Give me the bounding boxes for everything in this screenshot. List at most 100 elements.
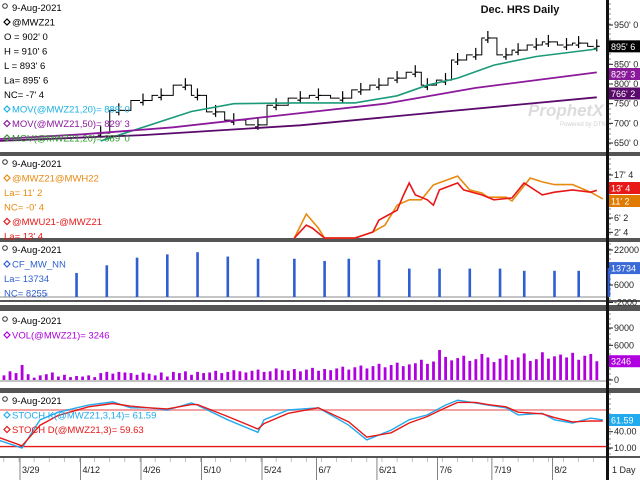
volume-bar (571, 352, 575, 380)
price-bar (545, 34, 564, 47)
spread-axis-label: 17' 4 (614, 170, 633, 180)
volume-bar (26, 374, 30, 380)
volume-bar (498, 358, 502, 380)
spread-orange-box: 11' 2 (611, 197, 630, 207)
x-date-label: 4/26 (143, 465, 161, 475)
price-legend-item: MOV(@MWZ21,20)= 889' 0 (12, 105, 130, 116)
cf-bar (196, 252, 199, 297)
series-diamond-icon (3, 331, 11, 339)
price-axis-label: 850' 0 (614, 59, 638, 69)
volume-bar (214, 370, 218, 380)
volume-bar (492, 362, 496, 380)
volume-bar (196, 371, 199, 380)
cf-bar (166, 254, 169, 297)
spread-legend-item: 9-Aug-2021 (12, 159, 62, 170)
x-date-label: 5/10 (204, 465, 222, 475)
cf-bar (577, 270, 580, 297)
axis-border (606, 0, 609, 480)
volume-bar (123, 372, 127, 380)
volume-bar (135, 374, 139, 380)
ma20-line (100, 48, 597, 142)
series-diamond-icon (3, 260, 11, 268)
last-price-box-bg (609, 40, 640, 53)
stoch-k-line (0, 399, 603, 449)
volume-bar (105, 371, 109, 380)
volume-bar (299, 371, 302, 380)
volume-bar (232, 370, 236, 380)
price-step (321, 94, 340, 99)
panel-divider (0, 388, 640, 393)
price-bar (140, 93, 159, 106)
volume-bar (292, 369, 296, 380)
x-date-label: 3/29 (22, 465, 40, 475)
price-bar (394, 71, 413, 84)
price-axis-label: 950' 0 (614, 20, 638, 30)
volume-bar (226, 371, 230, 380)
volume-legend-item: 9-Aug-2021 (12, 316, 62, 327)
volume-bar (589, 354, 593, 380)
cf-bar (45, 292, 48, 297)
volume-bar (50, 372, 54, 380)
spread-orange-box-bg (609, 195, 640, 207)
price-legend-item: La= 895' 6 (4, 76, 48, 87)
volume-bar (595, 361, 599, 380)
cf-bar (323, 260, 326, 297)
volume-bar (528, 360, 532, 380)
volume-bar (432, 361, 435, 380)
volume-bar (341, 366, 345, 380)
volume-bar (329, 370, 333, 380)
volume-bar (486, 357, 490, 380)
panel-divider (0, 300, 640, 302)
interval-selector[interactable]: 1 Day (612, 465, 636, 475)
price-bar (503, 47, 516, 60)
price-step (400, 71, 413, 79)
cf-bar (347, 258, 351, 297)
price-bar (182, 78, 195, 96)
volume-bar (141, 372, 145, 380)
cf-value-box: 13734 (611, 264, 636, 274)
spread-red-box-bg (609, 182, 640, 194)
volume-bar (305, 369, 308, 380)
volume-bar (583, 355, 587, 380)
price-step (363, 84, 376, 91)
volume-bar (456, 358, 460, 380)
series-diamond-icon (3, 119, 11, 128)
cf-bar (377, 259, 381, 297)
panel-divider (0, 305, 640, 311)
volume-bar (159, 372, 163, 380)
volume-bar (510, 359, 514, 380)
panel-divider (0, 152, 640, 156)
volume-bar (268, 371, 272, 380)
cf-bar (408, 268, 411, 297)
volume-bar (468, 360, 472, 380)
cf-axis-label: 22000 (614, 245, 639, 255)
cf-bar (607, 268, 611, 297)
volume-bar (280, 370, 284, 380)
volume-bar (87, 375, 91, 380)
price-legend-item: MOV(@MWZ21,20)= 889' 0 (12, 134, 130, 145)
price-step (581, 42, 594, 47)
series-diamond-icon (3, 217, 11, 226)
series-diamond-icon (3, 425, 11, 434)
spread-axis-label: 6' 2 (614, 213, 628, 223)
cf-bar (135, 257, 139, 297)
x-date-label: 7/6 (439, 465, 452, 475)
price-axis-label: 750' 0 (614, 99, 638, 109)
price-bar (484, 30, 503, 56)
x-date-label: 4/12 (83, 465, 101, 475)
price-step (218, 111, 231, 121)
spread-legend-item: NC= -0' 4 (4, 203, 44, 214)
price-step (200, 94, 213, 113)
volume-bar (365, 368, 369, 380)
chart-title: Dec. HRS Daily (481, 4, 561, 16)
cf-legend-item: CF_MW_NN (12, 260, 66, 271)
volume-bar (565, 357, 568, 380)
price-step (164, 84, 183, 96)
volume-bar (178, 373, 181, 380)
price-step (569, 42, 576, 46)
volume-bar (553, 356, 556, 380)
volume-bar (256, 369, 260, 380)
volume-bar (522, 353, 526, 380)
volume-axis-label: 9000 (614, 323, 634, 333)
